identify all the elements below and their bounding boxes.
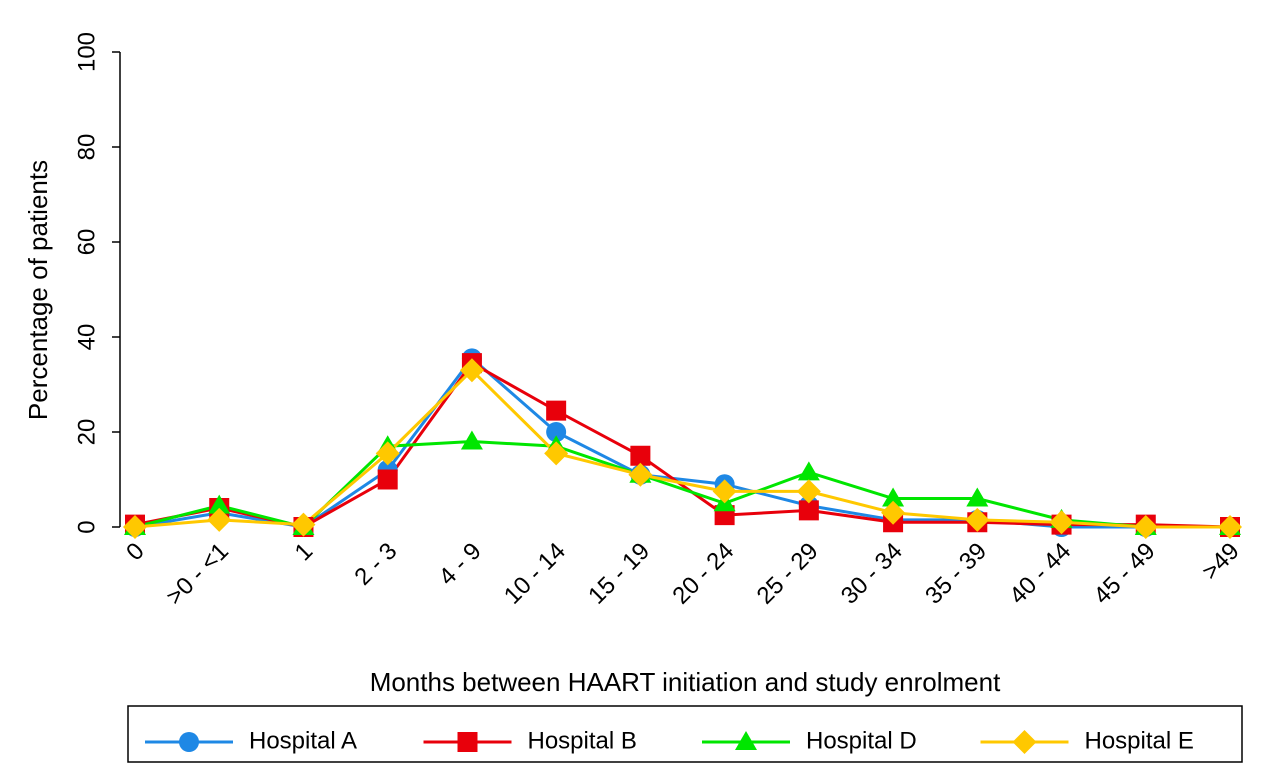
point bbox=[179, 732, 199, 752]
point bbox=[965, 507, 990, 532]
point bbox=[881, 500, 906, 525]
x-tick-label: 40 - 44 bbox=[1004, 538, 1076, 610]
point bbox=[123, 515, 147, 539]
point bbox=[796, 479, 821, 504]
legend-label: Hospital D bbox=[806, 727, 917, 754]
series-line bbox=[134, 356, 1230, 529]
x-tick-label: 30 - 34 bbox=[836, 538, 908, 610]
x-tick-label: >0 - <1 bbox=[161, 538, 234, 611]
x-tick-label: 25 - 29 bbox=[752, 538, 824, 610]
point bbox=[1012, 730, 1037, 754]
point bbox=[630, 445, 651, 466]
point bbox=[207, 507, 232, 532]
legend-label: Hospital E bbox=[1085, 727, 1194, 754]
x-tick-label: 0 bbox=[121, 538, 150, 567]
legend-label: Hospital B bbox=[528, 727, 637, 754]
x-tick-label: 20 - 24 bbox=[667, 538, 739, 610]
x-tick-label: 2 - 3 bbox=[349, 538, 402, 591]
x-tick-label: 45 - 49 bbox=[1089, 538, 1161, 610]
point bbox=[375, 441, 400, 466]
point bbox=[1133, 515, 1158, 539]
point bbox=[797, 461, 820, 481]
point bbox=[1218, 515, 1242, 539]
point bbox=[1049, 510, 1074, 535]
x-tick-label: 1 bbox=[290, 538, 319, 567]
legend: Hospital A Hospital B Hospital D Hospital E bbox=[127, 705, 1243, 763]
x-tick-label: 10 - 14 bbox=[499, 538, 571, 610]
point bbox=[459, 358, 484, 383]
point bbox=[882, 487, 905, 507]
series-line bbox=[134, 368, 1230, 529]
point bbox=[546, 422, 567, 442]
y-tick-label: 0 bbox=[73, 520, 100, 533]
y-tick-label: 60 bbox=[73, 229, 100, 256]
point bbox=[966, 487, 989, 507]
x-tick-label: 4 - 9 bbox=[434, 538, 487, 591]
point bbox=[457, 732, 478, 752]
x-axis-title: Months between HAART initiation and stud… bbox=[370, 667, 1001, 697]
point bbox=[377, 469, 398, 490]
legend-box bbox=[127, 705, 1243, 763]
point bbox=[208, 494, 231, 514]
point bbox=[546, 400, 567, 421]
y-tick-label: 80 bbox=[73, 134, 100, 161]
point bbox=[544, 441, 569, 466]
x-tick-label: 15 - 19 bbox=[583, 538, 655, 610]
point bbox=[291, 512, 316, 537]
x-tick-label: >49 bbox=[1197, 538, 1245, 586]
legend-label: Hospital A bbox=[249, 727, 357, 754]
y-axis-title: Percentage of patients bbox=[23, 160, 53, 420]
point bbox=[798, 500, 819, 521]
series-line bbox=[134, 361, 1231, 529]
y-tick-label: 20 bbox=[73, 419, 100, 446]
x-tick-label: 35 - 39 bbox=[920, 538, 992, 610]
y-tick-label: 100 bbox=[73, 32, 100, 72]
point bbox=[712, 479, 737, 504]
point bbox=[628, 462, 653, 487]
y-tick-label: 40 bbox=[73, 324, 100, 351]
point bbox=[735, 731, 757, 750]
point bbox=[460, 430, 483, 450]
